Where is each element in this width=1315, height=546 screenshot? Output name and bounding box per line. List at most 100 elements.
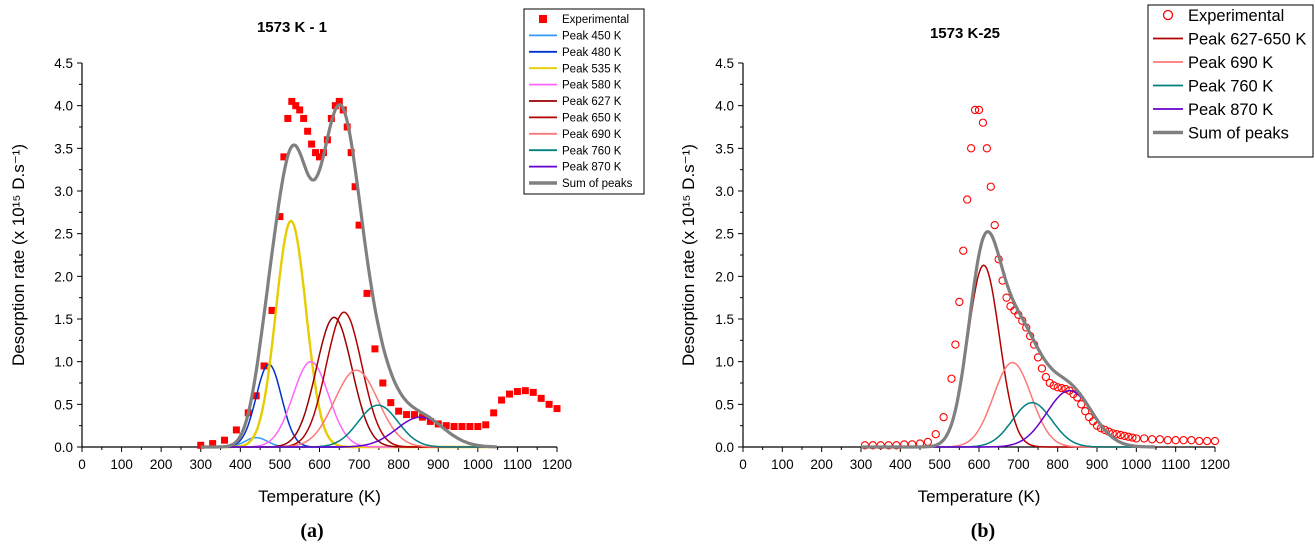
experimental-point [1003, 294, 1010, 301]
experimental-point [300, 115, 307, 122]
experimental-point [466, 423, 473, 430]
sum-of-peaks-line [861, 232, 1155, 447]
chart-panel-b: 1573 K-25 0 100 200 300 400 500 600 700 800 900 10… [679, 5, 1313, 506]
x-tick-label: 1100 [503, 457, 532, 472]
x-tick-label: 1200 [1200, 457, 1230, 472]
y-axis-label: Desorption rate (x 10¹⁵ D.s⁻¹) [679, 144, 698, 366]
experimental-point [498, 397, 505, 404]
experimental-point [948, 375, 955, 382]
experimental-point [987, 183, 994, 190]
peak-curve [861, 391, 1155, 447]
panel-caption: (b) [971, 520, 995, 542]
x-tick-label: 0 [739, 457, 747, 472]
y-tick-label: 2.5 [715, 227, 734, 242]
x-tick-label: 600 [308, 457, 331, 472]
x-axis-label: Temperature (K) [918, 487, 1041, 506]
experimental-point [506, 391, 513, 398]
legend-label: Peak 650 K [562, 113, 622, 125]
legend-label: Peak 760 K [562, 145, 622, 157]
experimental-point [1180, 437, 1187, 444]
legend-label: Peak 870 K [562, 162, 622, 174]
experimental-point [308, 141, 315, 148]
legend-label: Peak 627-650 K [1188, 30, 1306, 48]
x-tick-label: 300 [189, 457, 212, 472]
experimental-point [952, 341, 959, 348]
x-tick-label: 800 [1046, 457, 1069, 472]
experimental-point [1086, 414, 1093, 421]
x-tick-label: 400 [229, 457, 252, 472]
legend-label: Sum of peaks [562, 178, 633, 190]
experimental-point [1164, 437, 1171, 444]
experimental-point [1188, 437, 1195, 444]
x-tick-label: 1100 [1161, 457, 1190, 472]
y-axis-label: Desorption rate (x 10¹⁵ D.s⁻¹) [9, 144, 28, 366]
experimental-point [538, 395, 545, 402]
experimental-point [1156, 436, 1163, 443]
experimental-point [1148, 436, 1155, 443]
x-tick-label: 1000 [1121, 457, 1151, 472]
experimental-point [304, 128, 311, 135]
experimental-point [482, 421, 489, 428]
x-axis-label: Temperature (K) [258, 487, 381, 506]
legend-label: Peak 450 K [562, 31, 622, 43]
chart-title: 1573 K-25 [930, 25, 1000, 42]
experimental-point [964, 196, 971, 203]
experimental-point [1141, 435, 1148, 442]
x-tick-label: 100 [110, 457, 133, 472]
legend-label: Peak 627 K [562, 96, 622, 108]
y-tick-label: 0.5 [54, 397, 73, 412]
legend-label: Sum of peaks [1188, 124, 1289, 142]
legend-label: Peak 870 K [1188, 101, 1273, 119]
legend-label: Peak 690 K [1188, 54, 1273, 72]
experimental-point [956, 298, 963, 305]
y-tick-label: 2.0 [54, 269, 73, 284]
experimental-point [1211, 437, 1218, 444]
x-tick-label: 800 [387, 457, 410, 472]
experimental-point [1196, 437, 1203, 444]
y-tick-label: 4.0 [715, 99, 734, 114]
y-tick-label: 0.0 [54, 440, 73, 455]
y-tick-label: 4.0 [54, 99, 73, 114]
y-tick-label: 0.5 [715, 397, 734, 412]
y-tick-label: 1.5 [54, 312, 73, 327]
experimental-point [554, 405, 561, 412]
experimental-point [1172, 437, 1179, 444]
legend-label: Peak 535 K [562, 63, 622, 75]
legend-label: Peak 690 K [562, 129, 622, 141]
experimental-point [451, 423, 458, 430]
experimental-point [968, 145, 975, 152]
experimental-point [530, 389, 537, 396]
y-tick-label: 2.5 [54, 227, 73, 242]
experimental-point [364, 290, 371, 297]
experimental-point [395, 408, 402, 415]
x-tick-label: 1200 [542, 457, 572, 472]
experimental-point [490, 409, 497, 416]
y-tick-label: 3.5 [715, 141, 734, 156]
experimental-point [522, 387, 529, 394]
y-tick-label: 3.0 [715, 184, 734, 199]
experimental-point [403, 411, 410, 418]
x-tick-label: 900 [1086, 457, 1109, 472]
x-tick-label: 1000 [463, 457, 493, 472]
legend-label: Experimental [562, 14, 629, 26]
y-tick-label: 0.0 [715, 440, 734, 455]
x-tick-label: 400 [889, 457, 912, 472]
experimental-point [546, 401, 553, 408]
experimental-point [960, 247, 967, 254]
x-tick-label: 100 [771, 457, 794, 472]
experimental-point [379, 380, 386, 387]
legend-label: Experimental [1188, 7, 1284, 25]
x-tick-label: 600 [968, 457, 991, 472]
peak-curve [861, 265, 1155, 447]
experimental-point [983, 145, 990, 152]
experimental-point [474, 423, 481, 430]
x-tick-label: 200 [150, 457, 173, 472]
legend-label: Peak 480 K [562, 47, 622, 59]
x-tick-label: 300 [850, 457, 873, 472]
experimental-point [932, 431, 939, 438]
experimental-point [233, 426, 240, 433]
experimental-point [269, 307, 276, 314]
y-tick-label: 1.0 [54, 355, 73, 370]
peak-curve [861, 403, 1155, 447]
legend: Experimental Peak 450 K Peak 480 K Peak 535… [524, 9, 644, 194]
